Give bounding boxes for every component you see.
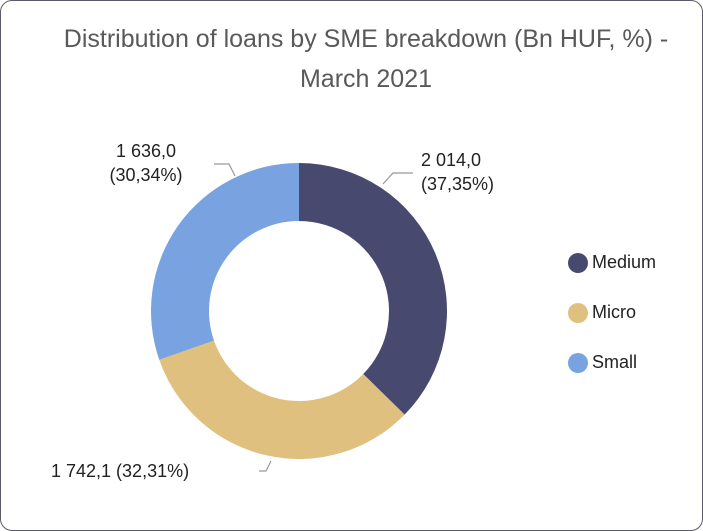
data-label: 2 014,0 (37,35%) — [421, 150, 495, 194]
legend-swatch — [568, 303, 588, 323]
legend-label: Medium — [592, 252, 657, 272]
legend-label: Small — [592, 352, 638, 372]
legend-label: Micro — [592, 302, 636, 322]
donut-segment — [151, 163, 299, 360]
data-label: 1 636,0 (30,34%) — [109, 141, 183, 185]
leader-line — [382, 172, 413, 185]
donut-segment — [299, 163, 448, 415]
chart-title: Distribution of loans by SME breakdown (… — [63, 25, 669, 93]
legend-swatch — [568, 353, 588, 373]
data-label: 1 742,1 (32,31%) — [51, 461, 190, 481]
leader-line — [259, 460, 272, 472]
leader-line — [214, 163, 236, 177]
legend-swatch — [568, 253, 588, 273]
donut-segment — [159, 340, 405, 460]
